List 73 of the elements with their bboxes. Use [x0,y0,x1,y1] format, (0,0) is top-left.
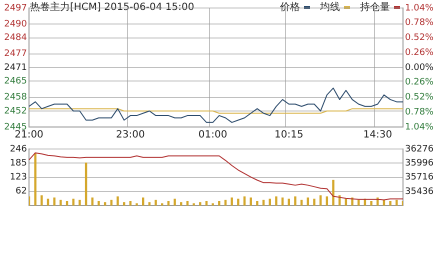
bar [306,198,310,206]
x-tick-label: 01:00 [198,130,228,141]
bar [192,203,195,206]
y2-tick-label: 35436 [405,186,434,197]
bar [154,200,157,206]
bar [294,196,296,206]
legend-label: 均线 [320,0,341,14]
y2-tick-label: 1.04% [405,122,434,132]
bar [275,196,278,206]
bar [104,202,106,206]
bar [332,180,334,206]
y2-tick-label: 0.52% [405,92,434,103]
y2-tick-label: 35996 [405,158,434,168]
y-tick-label: 2465 [4,76,27,87]
bar [174,198,176,206]
y-tick-label: 185 [10,158,27,168]
bar [370,201,372,206]
bar [84,162,88,206]
bar [136,203,138,206]
bar [72,198,74,206]
y2-tick-label: 0.52% [405,33,434,44]
bar [389,201,392,206]
x-tick-label: 21:00 [14,130,44,141]
y2-tick-label: 0.78% [405,107,434,118]
y-tick-label: 2452 [4,106,27,116]
bar [268,198,271,206]
bar [250,198,252,206]
bar [319,195,322,206]
bar [40,195,43,206]
bar [237,198,240,206]
bar [218,201,220,206]
x-tick-label: 14:30 [363,130,392,141]
bar [180,202,182,206]
bar [199,202,202,206]
bar [60,200,62,206]
y-tick-label: 2484 [4,33,28,44]
bar [34,152,36,206]
bar [288,198,290,206]
bar [91,198,94,206]
bar [148,202,151,206]
legend-label: 持仓量 [360,0,391,14]
bar [78,200,81,206]
bar [230,198,233,206]
bar [142,198,144,206]
y2-tick-label: 35716 [405,172,434,183]
y-tick-label: 2497 [4,3,27,14]
y-tick-label: 123 [10,172,27,183]
y-tick-label: 2471 [4,62,27,73]
bar [212,203,214,206]
bar [122,202,126,206]
y-tick-label: 2477 [4,49,27,60]
bar [46,198,50,206]
y2-tick-label: 0.00% [405,62,434,73]
bar [53,198,56,206]
y-tick-label: 2490 [4,19,28,30]
y2-tick-label: 0.26% [405,48,434,58]
bar [281,198,284,206]
bar [116,196,119,206]
x-tick-label: 23:00 [116,130,145,141]
bar [256,201,258,206]
y2-tick-label: 0.78% [405,18,434,28]
y2-tick-label: 1.04% [405,3,434,14]
bar [396,200,398,206]
chart-title: 热卷主力[HCM] 2015-06-04 15:00 [30,0,194,14]
x-tick-label: 10:15 [274,130,304,141]
y-tick-label: 246 [10,144,28,154]
y2-tick-label: 36276 [405,144,434,154]
bar [313,198,316,206]
y-tick-label: 62 [16,186,27,197]
y-tick-label: 2458 [4,92,28,103]
y2-tick-label: 0.26% [405,78,434,88]
legend-label: 价格 [280,0,301,14]
bar [98,201,100,206]
